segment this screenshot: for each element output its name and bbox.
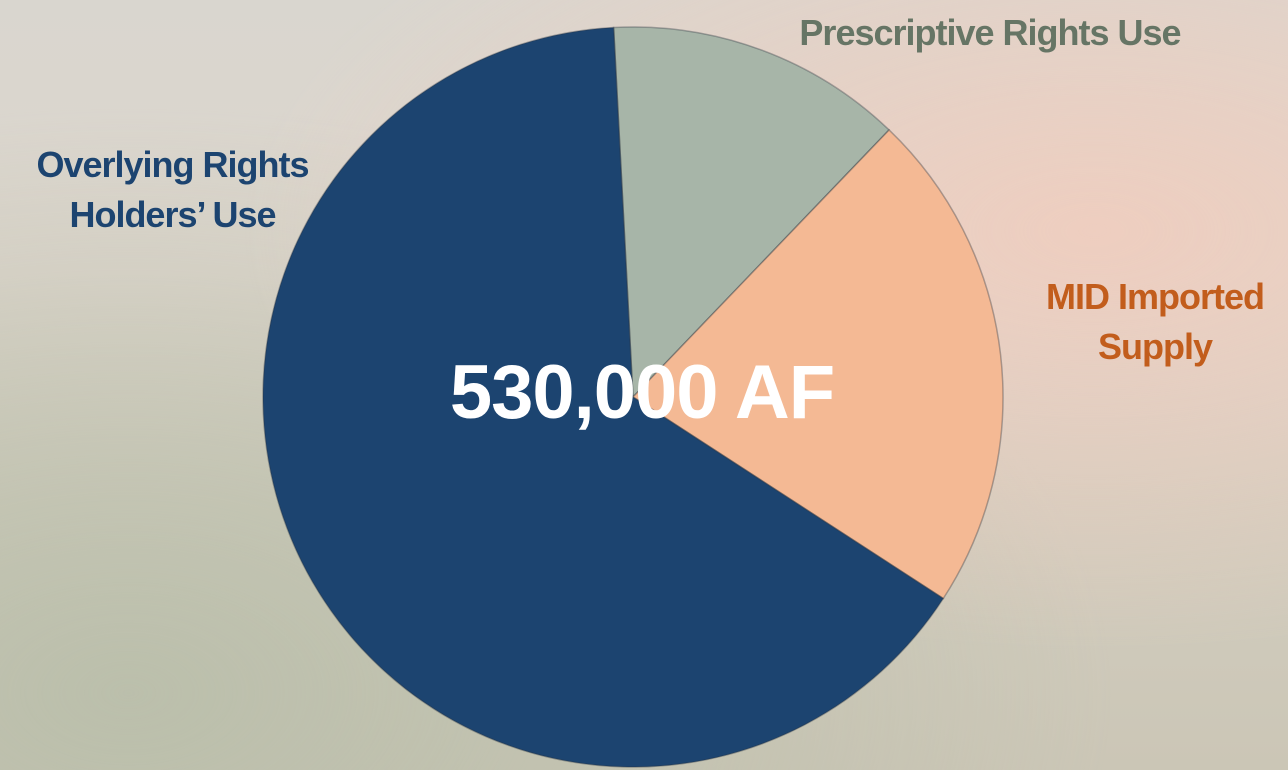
pie-slice — [612, 26, 891, 399]
slice-label: Overlying Rights Holders’ Use — [36, 144, 309, 235]
pie-slice — [631, 128, 1004, 600]
center-label: 530,000 AF — [449, 350, 835, 435]
slice-label: MID Imported Supply — [1046, 276, 1265, 367]
slice-label: Prescriptive Rights Use — [799, 12, 1181, 53]
pie-slice — [262, 26, 945, 768]
